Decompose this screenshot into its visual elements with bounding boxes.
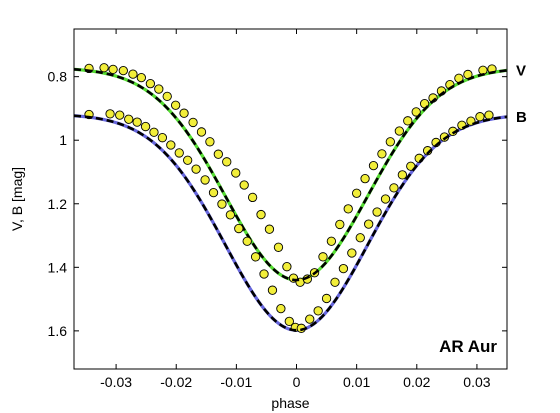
series-V-point [118,65,128,76]
series-V-point [128,69,138,79]
series-V-point [273,242,284,252]
series-B-label: B [516,109,527,126]
series-B-point [242,236,252,246]
series-V-point [213,149,223,159]
x-tick-label: -0.03 [100,374,132,390]
series-V-point [222,157,232,167]
series-B-point [208,187,219,198]
series-V-point [162,91,172,102]
y-tick-label: 0.8 [48,69,68,85]
x-tick-label: 0.02 [403,374,430,390]
y-tick-label: 1.6 [48,323,68,339]
series-B-point [166,140,176,150]
series-B-point [183,155,193,165]
series-B-point [124,114,134,124]
series-V-point [377,149,387,159]
labels-layer: VB [516,62,527,125]
series-B-point [321,293,332,304]
series-B-model-line [73,114,508,332]
series-V-point [385,137,395,147]
series-B-point [364,219,374,229]
chart-annotation: AR Aur [439,337,497,356]
series-V-point [411,107,421,117]
series-B-point [380,194,391,204]
series-B-point [313,306,323,316]
series-V-point [360,174,370,184]
series-V-point [231,168,241,178]
series-V-point [196,127,207,137]
series-B-point [157,133,168,143]
series-B-point [347,248,357,258]
series-B-point [105,109,115,119]
y-tick-label: 1.2 [48,196,68,212]
series-B-point [284,316,294,326]
series-B-point [250,252,261,262]
series-B-point [267,285,278,295]
series-B-point [174,148,184,158]
series-B-point [338,263,349,274]
y-tick-label: 1.4 [48,259,68,275]
series-V-point [403,116,413,126]
x-axis-label: phase [271,395,309,411]
series-V-point [108,64,118,75]
series-B-point [234,223,244,234]
series-B-point [397,170,408,180]
plot-frame [73,28,508,370]
ticks-layer: -0.03 -0.02 -0.01 0 0.01 0.02 0.03 0.8 1 1.2 1.4 1.… [48,29,507,390]
y-tick-label: 1 [59,132,67,148]
series-B-point [276,303,286,314]
series-B-point [475,112,485,122]
plot-background [74,29,507,369]
series-B-point [330,277,340,287]
series-V-point [145,79,156,89]
series-V-point [179,108,189,118]
y-axis-label: V, B [mag] [9,167,25,231]
x-tick-label: 0.01 [343,374,370,390]
series-V-point [99,63,109,73]
series-V-point [136,72,147,83]
series-V-point [351,188,362,198]
series-B-point [225,210,236,220]
x-tick-label: 0.03 [463,374,490,390]
series-B-point [200,175,210,185]
series-B-point [149,127,159,137]
series-B-point [217,199,227,209]
series-B-point [115,110,125,120]
series-B-point [372,207,382,217]
series-B-point [191,164,201,174]
series-V-point [264,224,275,234]
series-V-point [343,204,353,214]
series-V-point [170,100,181,110]
series-B-point [389,183,399,193]
series-V-point [205,137,215,147]
series-V-point [239,180,249,190]
series-B-point [140,121,151,132]
series-layer [73,63,508,333]
series-B-point [305,314,315,324]
series-V-point [394,126,404,136]
series-B-point [355,233,365,243]
series-V-point [188,117,198,128]
series-V-point [247,192,258,203]
series-V-model-line [73,68,508,282]
series-V-point [368,160,379,171]
series-B-point [259,269,269,279]
series-B-point [484,110,494,120]
x-tick-label: 0 [293,374,301,390]
series-V-point [256,209,266,220]
x-tick-label: -0.02 [160,374,192,390]
series-V-point [335,219,345,230]
series-V-point [326,236,337,246]
series-V-point [154,84,164,94]
series-B-point [132,117,142,127]
x-tick-label: -0.01 [220,374,252,390]
series-V-point [318,252,328,262]
series-V-label: V [516,62,526,79]
series-V-point [282,262,292,272]
